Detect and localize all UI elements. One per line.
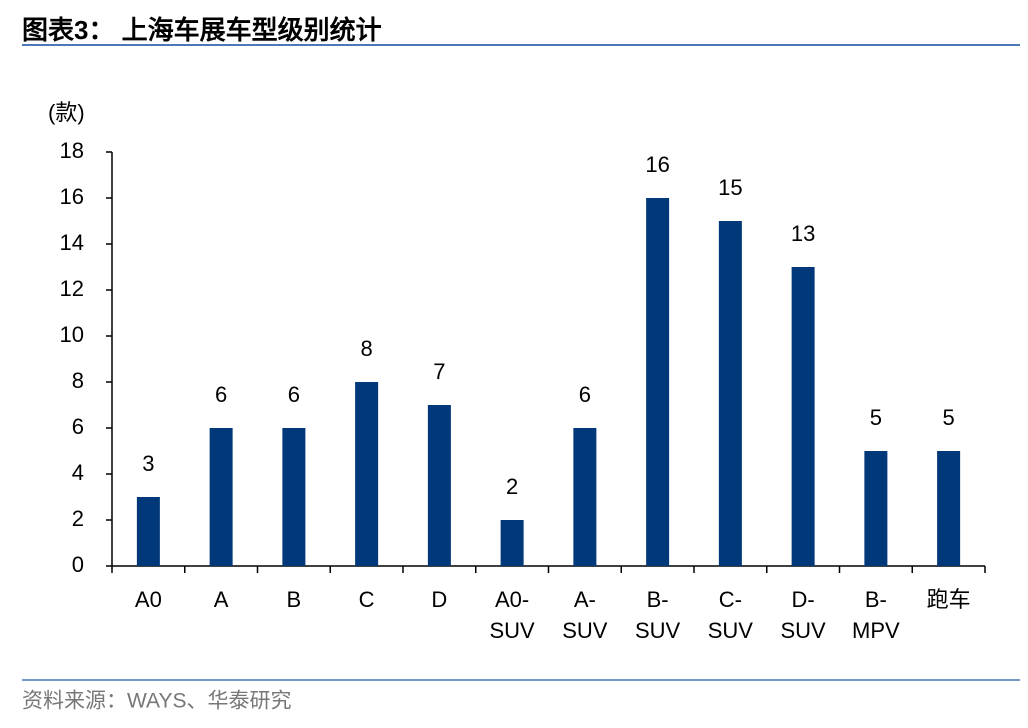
y-tick-label: 2	[72, 506, 84, 531]
data-label: 6	[288, 382, 300, 407]
y-tick-label: 0	[72, 552, 84, 577]
data-label: 7	[433, 359, 445, 384]
bar	[355, 382, 379, 566]
y-tick-label: 8	[72, 368, 84, 393]
x-tick-label: A- SUV	[562, 587, 608, 643]
data-label: 13	[791, 221, 815, 246]
bar	[136, 497, 160, 566]
x-tick-label: D- SUV	[780, 587, 826, 643]
bar	[282, 428, 306, 566]
y-tick-label: 14	[60, 230, 84, 255]
data-label: 3	[142, 451, 154, 476]
y-tick-label: 4	[72, 460, 84, 485]
x-tick-label: D	[431, 587, 448, 612]
y-tick-label: 16	[60, 184, 84, 209]
data-label: 5	[870, 405, 882, 430]
x-tick-label: B- MPV	[852, 587, 900, 643]
data-label: 8	[361, 336, 373, 361]
source: 资料来源：WAYS、华泰研究	[22, 690, 292, 713]
x-tick-label: A	[213, 587, 229, 612]
bar	[937, 451, 961, 566]
y-tick-label: 18	[60, 138, 84, 163]
bar	[427, 405, 451, 566]
data-label: 6	[579, 382, 591, 407]
y-tick-label: 10	[60, 322, 84, 347]
data-label: 5	[943, 405, 955, 430]
bar	[646, 198, 670, 566]
data-label: 16	[645, 152, 669, 177]
bar	[791, 267, 815, 566]
data-label: 15	[718, 175, 742, 200]
y-tick-label: 12	[60, 276, 84, 301]
bar	[573, 428, 597, 566]
data-label: 2	[506, 474, 518, 499]
bar	[209, 428, 233, 566]
y-axis-label: (款)	[48, 100, 85, 125]
x-tick-label: A0	[134, 587, 162, 612]
x-tick-label: A0- SUV	[489, 587, 535, 643]
bar	[500, 520, 524, 566]
bar	[718, 221, 742, 566]
x-tick-label: C	[358, 587, 375, 612]
y-tick-label: 6	[72, 414, 84, 439]
bar	[864, 451, 888, 566]
chart-title: 图表3： 上海车展车型级别统计	[22, 15, 382, 45]
data-label: 6	[215, 382, 227, 407]
x-tick-label: B- SUV	[635, 587, 681, 643]
x-tick-label: B	[286, 587, 302, 612]
x-tick-label: C- SUV	[707, 587, 753, 643]
x-tick-label: 跑车	[926, 587, 971, 612]
